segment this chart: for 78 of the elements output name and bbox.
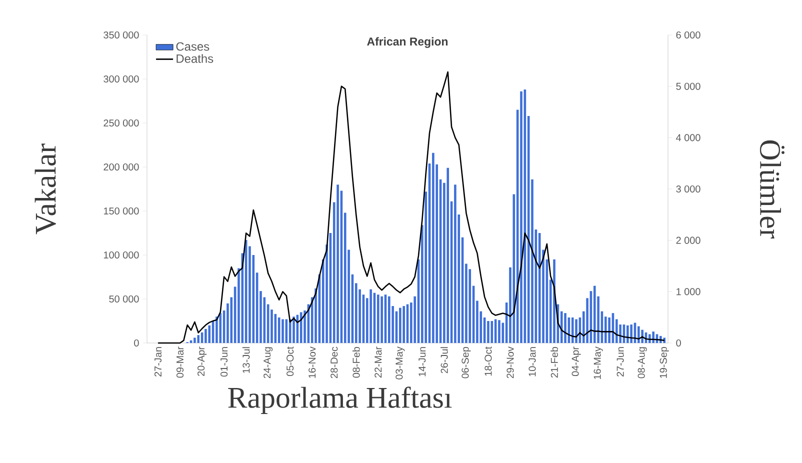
x-tick-label: 09-Mar xyxy=(176,346,184,378)
legend-label: Cases xyxy=(176,42,210,51)
bar xyxy=(638,326,640,343)
bar xyxy=(282,319,284,343)
y-tick-label: 300 000 xyxy=(104,75,139,83)
bar xyxy=(553,259,556,343)
bar xyxy=(300,312,302,343)
x-tick-label: 05-Oct xyxy=(286,346,294,376)
x-tick-label: 20-Apr xyxy=(198,346,207,376)
bar xyxy=(630,324,632,343)
bar xyxy=(377,294,380,343)
y-tick-label: 200 000 xyxy=(104,163,139,171)
bar xyxy=(208,325,211,343)
y2-tick-label: 5 000 xyxy=(676,82,700,90)
y2-tick-label: 3 000 xyxy=(676,185,700,193)
y-tick-label: 250 000 xyxy=(104,119,139,127)
x-tick-label: 21-Feb xyxy=(550,346,558,378)
x-tick-label: 10-Jan xyxy=(528,347,536,376)
bar xyxy=(204,328,207,343)
bar xyxy=(216,316,218,343)
x-tick-label: 24-Aug xyxy=(264,347,273,378)
x-tick-label: 29-Nov xyxy=(506,346,514,378)
x-tick-label: 28-Dec xyxy=(330,346,338,378)
bar xyxy=(292,316,295,343)
bar xyxy=(432,152,434,343)
x-tick-label: 08-Feb xyxy=(352,346,360,378)
x-tick-label: 16-Nov xyxy=(308,346,316,378)
bar xyxy=(402,306,405,343)
bar xyxy=(219,313,222,343)
y-tick-label: 50 000 xyxy=(109,295,139,303)
x-tick-label: 01-Jun xyxy=(220,347,228,377)
y-tick-label: 0 xyxy=(134,339,139,347)
y2-tick-label: 4 000 xyxy=(676,134,700,142)
bar xyxy=(652,332,654,343)
x-tick-label: 27-Jun xyxy=(616,347,624,376)
x-tick-label: 26-Jul xyxy=(440,347,448,374)
y2-tick-label: 2 000 xyxy=(676,236,700,244)
y-axis-title: Vakalar xyxy=(34,144,56,234)
bar xyxy=(520,91,522,343)
x-tick-label: 18-Oct xyxy=(484,346,492,376)
y2-tick-label: 0 xyxy=(676,339,681,347)
y-tick-label: 150 000 xyxy=(104,207,139,215)
x-tick-label: 03-May xyxy=(396,346,405,380)
y2-tick-label: 1 000 xyxy=(676,288,700,296)
bar xyxy=(336,184,339,343)
y-tick-label: 100 000 xyxy=(104,251,139,259)
bar xyxy=(593,286,596,343)
bar xyxy=(380,296,383,343)
bar xyxy=(487,321,490,343)
bar xyxy=(370,289,372,343)
bar xyxy=(197,335,200,343)
y2-axis-title: Ölümler xyxy=(760,140,784,239)
bar xyxy=(490,321,494,343)
bar xyxy=(498,320,500,343)
bar xyxy=(399,308,402,343)
bar xyxy=(575,319,578,343)
x-tick-label: 16-May xyxy=(594,346,603,379)
bar xyxy=(608,317,610,343)
x-tick-label: 19-Sep xyxy=(660,346,669,378)
x-axis-title: Raporlama Haftası xyxy=(228,386,452,414)
y-tick-label: 350 000 xyxy=(104,31,139,39)
bar xyxy=(454,184,456,343)
x-tick-label: 06-Sep xyxy=(462,346,471,378)
bar xyxy=(571,317,574,343)
bar xyxy=(388,296,390,343)
x-tick-label: 22-Mar xyxy=(374,346,382,378)
x-tick-label: 04-Apr xyxy=(572,346,581,376)
legend-label: Deaths xyxy=(176,54,214,63)
x-tick-label: 14-Jun xyxy=(418,347,426,376)
bar xyxy=(194,338,196,343)
bar xyxy=(564,313,566,343)
y2-tick-label: 6 000 xyxy=(676,31,700,39)
x-tick-label: 27-Jan xyxy=(154,347,162,376)
x-tick-label: 13-Jul xyxy=(242,347,250,373)
chart-title: African Region xyxy=(367,37,448,48)
bar xyxy=(446,168,450,343)
bar xyxy=(626,325,629,343)
x-tick-label: 08-Aug xyxy=(638,347,647,378)
